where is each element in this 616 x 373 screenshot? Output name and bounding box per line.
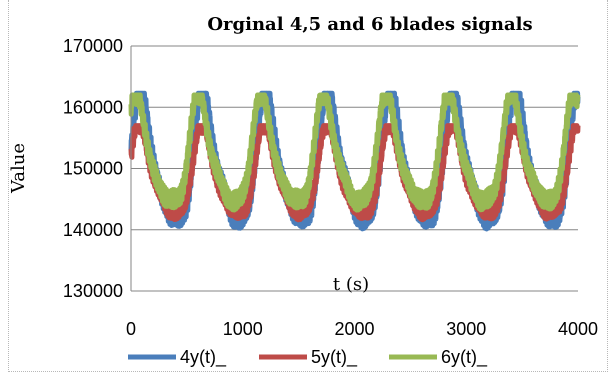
y-tick-label: 140000 [63,220,123,240]
y-axis-ticks: 130000 140000 150000 160000 170000 [63,36,123,301]
chart-frame [8,0,608,372]
y-tick-label: 150000 [63,159,123,179]
legend-label: 6y(t)_ [441,347,488,368]
x-tick-label: 3000 [446,319,486,339]
x-tick-label: 1000 [223,319,263,339]
series-layer [128,90,581,232]
grid-lines [131,45,578,292]
legend-label: 4y(t)_ [180,347,227,368]
x-axis-label: t (s) [333,274,369,295]
chart-title: Orginal 4,5 and 6 blades signals [207,14,532,35]
legend-label: 5y(t)_ [311,347,358,368]
series-line-6y [128,92,581,213]
y-axis-label: Value [8,143,29,194]
x-tick-label: 4000 [558,319,598,339]
y-tick-label: 130000 [63,281,123,301]
x-tick-label: 2000 [334,319,374,339]
x-axis-ticks: 0 1000 2000 3000 4000 [126,319,598,339]
y-tick-label: 160000 [63,97,123,117]
y-tick-label: 170000 [63,36,123,56]
x-tick-label: 0 [126,319,136,339]
legend: 4y(t)_ 5y(t)_ 6y(t)_ [128,347,488,368]
